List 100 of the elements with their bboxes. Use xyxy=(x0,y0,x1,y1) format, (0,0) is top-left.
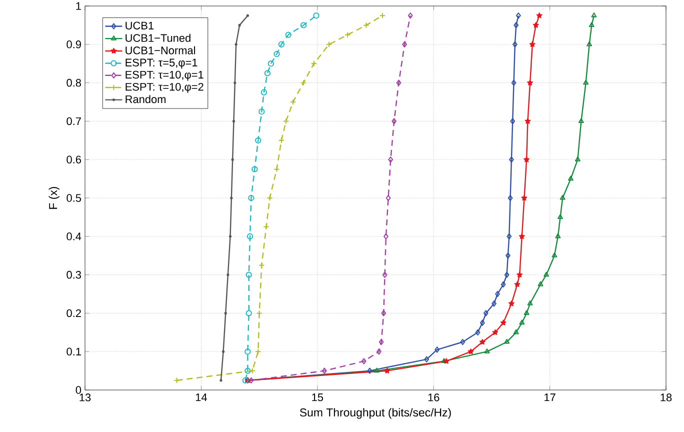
point xyxy=(266,194,273,202)
x-tick-label: 16 xyxy=(428,394,440,402)
point xyxy=(310,60,318,67)
point xyxy=(274,50,280,58)
point xyxy=(384,368,390,374)
point xyxy=(326,41,332,48)
point xyxy=(514,22,519,28)
point xyxy=(255,137,262,144)
point xyxy=(484,348,490,354)
point xyxy=(244,348,251,355)
x-tick-label: 15 xyxy=(312,394,324,402)
point xyxy=(560,194,566,200)
point xyxy=(509,156,514,163)
point xyxy=(174,377,180,384)
point xyxy=(492,300,496,307)
point xyxy=(588,22,594,27)
point xyxy=(529,41,536,47)
point xyxy=(268,60,274,67)
y-tick-label: 1 xyxy=(76,2,81,10)
y-axis-title: F (x) xyxy=(48,186,60,209)
x-tick-label: 17 xyxy=(544,394,556,402)
y-tick-label: 0.5 xyxy=(66,194,82,202)
point xyxy=(506,233,512,240)
point xyxy=(527,80,534,86)
point xyxy=(519,320,525,325)
y-tick-label: 0.3 xyxy=(66,270,81,279)
point xyxy=(483,310,488,316)
point xyxy=(443,358,450,364)
y-tick-label: 0.9 xyxy=(66,40,81,48)
point xyxy=(376,348,382,355)
point xyxy=(508,194,513,202)
y-tick-label: 0 xyxy=(76,386,82,394)
point xyxy=(246,233,254,240)
point xyxy=(524,156,530,162)
point xyxy=(363,22,370,28)
point xyxy=(555,233,561,238)
point xyxy=(544,272,550,277)
x-tick-label: 14 xyxy=(196,394,207,402)
point xyxy=(249,368,256,374)
point xyxy=(521,194,528,201)
point xyxy=(258,262,265,268)
legend-label: ESPT: τ=10,φ=2 xyxy=(126,82,204,93)
point xyxy=(536,12,542,18)
point xyxy=(381,310,386,316)
point xyxy=(252,166,258,172)
point xyxy=(511,80,516,86)
point xyxy=(460,338,466,346)
point xyxy=(392,118,397,124)
point xyxy=(524,310,530,315)
legend-label: UCB1−Normal xyxy=(126,46,196,54)
point xyxy=(568,176,574,181)
legend-label: ESPT: τ=5,φ=1 xyxy=(126,58,198,69)
point xyxy=(274,166,280,172)
point xyxy=(480,320,485,326)
point xyxy=(374,368,380,373)
point xyxy=(388,156,394,163)
point xyxy=(506,252,510,259)
y-tick-label: 0.1 xyxy=(66,348,81,356)
point xyxy=(386,194,391,202)
point xyxy=(313,12,320,19)
point xyxy=(524,118,531,124)
point xyxy=(282,118,290,124)
point xyxy=(290,98,296,106)
point xyxy=(379,12,386,19)
y-tick-label: 0.8 xyxy=(66,78,81,87)
point xyxy=(468,348,474,354)
point xyxy=(382,272,388,278)
point xyxy=(518,233,525,239)
point xyxy=(263,224,270,230)
point xyxy=(574,156,580,162)
point xyxy=(512,41,518,48)
legend-label: UCB1 xyxy=(126,22,154,30)
point xyxy=(248,194,254,202)
point xyxy=(378,338,384,346)
point xyxy=(246,272,252,278)
point xyxy=(264,70,271,76)
point xyxy=(367,368,372,374)
point xyxy=(246,310,252,316)
legend-label: UCB1−Tuned xyxy=(126,34,190,42)
point xyxy=(255,348,262,355)
point xyxy=(504,338,510,344)
point xyxy=(479,338,486,345)
point xyxy=(402,41,407,48)
point xyxy=(424,356,430,362)
point xyxy=(510,118,516,124)
point xyxy=(500,320,506,326)
point xyxy=(583,80,589,85)
point xyxy=(258,108,265,115)
point xyxy=(552,252,558,258)
point xyxy=(278,41,284,48)
point xyxy=(514,281,520,287)
point xyxy=(495,290,500,298)
point xyxy=(500,281,506,288)
point xyxy=(300,22,307,28)
point xyxy=(516,272,523,278)
point xyxy=(492,329,498,335)
point xyxy=(344,32,351,38)
point xyxy=(361,358,366,364)
point xyxy=(300,80,307,86)
point xyxy=(285,32,292,38)
